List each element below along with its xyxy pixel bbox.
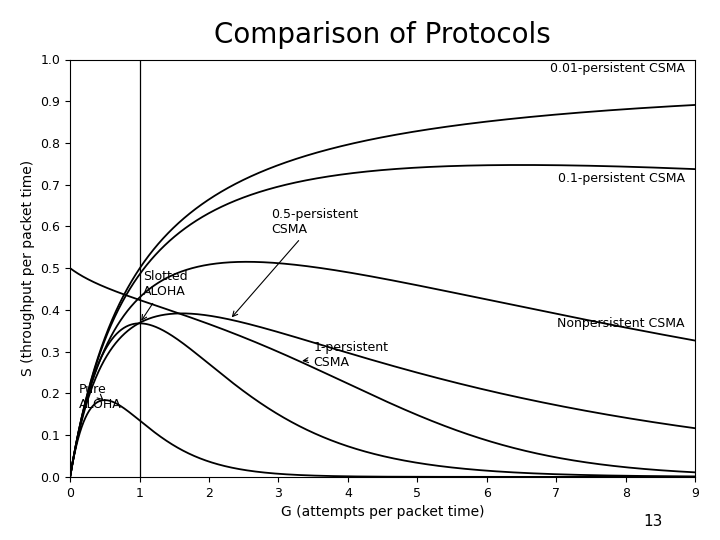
Title: Comparison of Protocols: Comparison of Protocols	[215, 21, 551, 49]
Text: 13: 13	[643, 514, 662, 529]
Text: Slotted
ALOHA: Slotted ALOHA	[142, 271, 188, 320]
Text: 0.01-persistent CSMA: 0.01-persistent CSMA	[550, 62, 685, 75]
Y-axis label: S (throughput per packet time): S (throughput per packet time)	[21, 160, 35, 376]
Text: 0.1-persistent CSMA: 0.1-persistent CSMA	[558, 172, 685, 185]
Text: 1-persistent
CSMA: 1-persistent CSMA	[303, 341, 388, 369]
Text: 0.5-persistent
CSMA: 0.5-persistent CSMA	[233, 208, 359, 316]
Text: Nonpersistent CSMA: Nonpersistent CSMA	[557, 317, 685, 330]
Text: Pure
ALOHA: Pure ALOHA	[78, 383, 121, 411]
X-axis label: G (attempts per packet time): G (attempts per packet time)	[281, 505, 485, 519]
